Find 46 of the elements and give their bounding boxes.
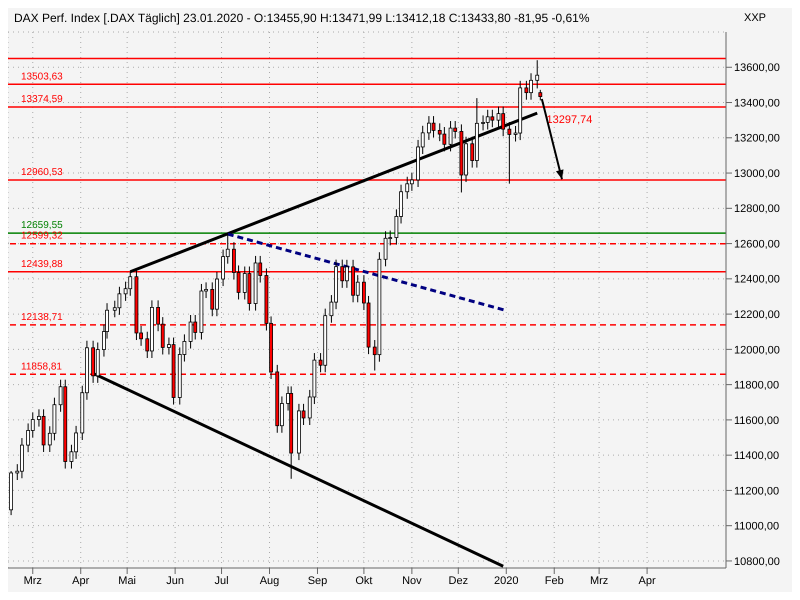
ref-line-label: 12439,88 [21,258,64,270]
y-tick-label: 12600,00 [734,238,780,250]
y-tick-label: 11200,00 [734,485,780,498]
ref-line-label: 12659,55 [21,220,64,232]
x-tick-label: Sep [308,574,328,587]
ref-line-label: 11858,81 [21,361,62,372]
y-tick-label: 13400,00 [734,97,780,110]
chart-title: DAX Perf. Index [.DAX Täglich] 23.01.2020 - O:13455,90 H:13471,99 L:13412,18 C:13433,80 -81,95 -0,61% [14,11,590,25]
ref-line-label: 13374,59 [21,94,64,106]
x-tick-label: Apr [638,574,656,587]
y-tick-label: 11600,00 [734,414,780,427]
y-tick-label: 11400,00 [734,450,780,462]
x-tick-label: Apr [72,574,90,587]
y-tick-label: 12800,00 [734,203,780,216]
y-tick-label: 11800,00 [734,380,780,392]
candlestick [344,259,349,288]
ref-line-label: 13503,63 [21,71,64,82]
ref-line-label: 12599,32 [21,230,64,242]
candlestick [538,89,542,101]
candlestick [26,422,30,453]
y-tick-label: 13200,00 [734,132,780,145]
ref-line-label: 12960,53 [21,167,64,178]
candlestick [410,172,414,192]
x-tick-label: Jun [166,574,184,587]
y-tick-label: 10800,00 [734,556,780,568]
x-tick-label: Nov [402,574,422,587]
x-tick-label: Mai [118,574,136,587]
x-tick-label: 2020 [494,574,519,587]
annotation: 13297,74 [546,114,592,126]
y-axis-title: XXP [744,12,766,24]
ref-line-label: 12138,71 [21,312,64,323]
x-tick-label: Mrz [590,574,608,587]
x-tick-label: Mrz [24,574,42,587]
x-tick-label: Jul [214,574,229,587]
y-tick-label: 12400,00 [734,274,780,286]
x-tick-label: Dez [448,574,468,587]
candlestick [490,109,494,128]
candlestick [442,126,446,152]
y-tick-label: 11000,00 [734,520,780,533]
y-tick-label: 12200,00 [734,309,780,322]
y-tick-label: 12000,00 [734,344,780,356]
x-tick-label: Feb [544,574,564,587]
x-tick-label: Okt [355,574,372,587]
y-tick-label: 13600,00 [734,62,780,74]
y-tick-label: 13000,00 [734,168,780,180]
x-tick-label: Aug [260,574,280,587]
